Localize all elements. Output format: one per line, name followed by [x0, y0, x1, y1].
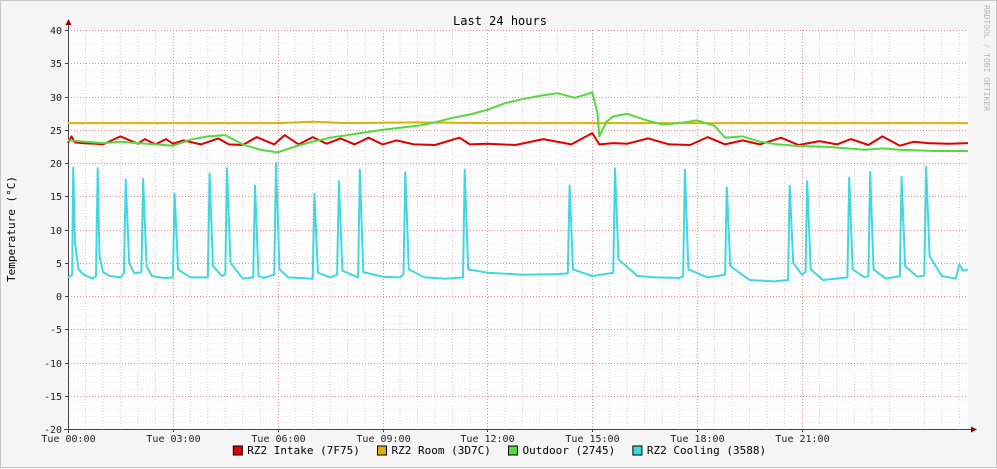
series-layer: [67, 91, 969, 283]
series-line-1: [68, 120, 968, 125]
legend-label: RZ2 Cooling (3588): [647, 444, 766, 457]
x-tick-label: Tue 09:00: [356, 434, 410, 445]
series-line-3: [67, 162, 969, 283]
grid: [68, 30, 968, 430]
y-tick-label: 10: [50, 226, 62, 237]
x-tick-label: Tue 15:00: [565, 434, 619, 445]
x-tick-label: Tue 18:00: [670, 434, 724, 445]
plot-area: [68, 30, 968, 429]
y-tick-label: 25: [50, 126, 62, 137]
legend-swatch: [508, 445, 518, 456]
legend-swatch: [232, 445, 243, 456]
y-axis-label: Temperature (°C): [5, 176, 18, 282]
legend-swatch: [377, 445, 387, 456]
y-tick-label: -20: [44, 425, 62, 436]
legend-label: RZ2 Intake (7F75): [247, 444, 360, 457]
y-tick-label: 0: [56, 292, 62, 303]
x-tick-label: Tue 06:00: [251, 434, 305, 445]
y-tick-label: -15: [44, 392, 62, 403]
y-tick-label: 20: [50, 159, 62, 170]
series-line-2: [67, 91, 968, 154]
y-tick-label: 40: [50, 26, 62, 37]
legend-label: RZ2 Room (3D7C): [392, 444, 491, 457]
legend-swatch: [632, 445, 643, 456]
x-tick-label: Tue 03:00: [146, 434, 200, 445]
legend: RZ2 Intake (7F75) RZ2 Room (3D7C) Outdoor …: [232, 444, 766, 457]
rrdtool-watermark: RRDTOOL / TOBI OETIKER: [982, 5, 991, 111]
series-line-0: [67, 132, 969, 147]
legend-label: Outdoor (2745): [523, 444, 616, 457]
x-tick-label: Tue 21:00: [775, 434, 829, 445]
y-tick-label: 30: [50, 93, 62, 104]
y-axis-arrow: [65, 19, 72, 25]
y-tick-label: -5: [50, 325, 62, 336]
y-tick-label: 15: [50, 192, 62, 203]
y-tick-label: -10: [44, 359, 62, 370]
x-tick-label: Tue 00:00: [41, 434, 95, 445]
x-axis-arrow: [971, 426, 977, 433]
chart-title: Last 24 hours: [453, 14, 547, 28]
y-tick-label: 5: [56, 259, 62, 270]
x-tick-label: Tue 12:00: [460, 434, 514, 445]
y-tick-label: 35: [50, 59, 62, 70]
